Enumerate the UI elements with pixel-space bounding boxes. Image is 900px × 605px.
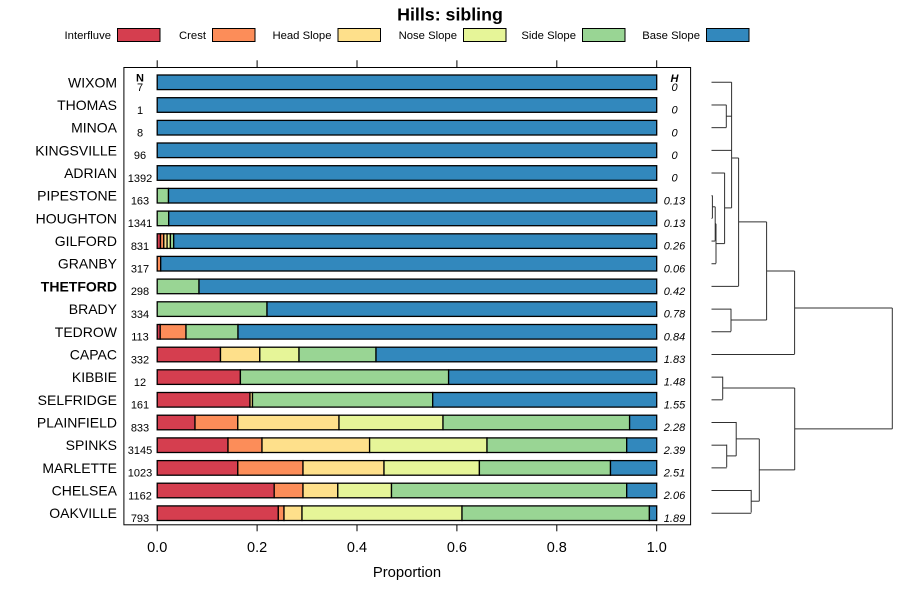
- svg-text:3145: 3145: [128, 445, 152, 457]
- svg-text:Side Slope: Side Slope: [521, 30, 576, 42]
- svg-text:7: 7: [137, 82, 143, 94]
- svg-text:OAKVILLE: OAKVILLE: [49, 505, 117, 521]
- svg-text:MINOA: MINOA: [71, 120, 118, 136]
- svg-text:SPINKS: SPINKS: [66, 437, 117, 453]
- svg-text:HOUGHTON: HOUGHTON: [36, 210, 117, 226]
- svg-text:0.06: 0.06: [664, 263, 686, 275]
- svg-text:GRANBY: GRANBY: [58, 256, 118, 272]
- svg-text:CHELSEA: CHELSEA: [52, 483, 118, 499]
- svg-text:1023: 1023: [128, 468, 152, 480]
- svg-text:Nose Slope: Nose Slope: [399, 30, 457, 42]
- svg-text:SELFRIDGE: SELFRIDGE: [38, 392, 117, 408]
- svg-text:0.4: 0.4: [347, 540, 367, 556]
- svg-text:1162: 1162: [128, 490, 152, 502]
- svg-text:KIBBIE: KIBBIE: [72, 369, 117, 385]
- svg-text:1.0: 1.0: [647, 540, 667, 556]
- svg-text:0.13: 0.13: [664, 218, 686, 230]
- svg-text:317: 317: [131, 264, 149, 276]
- svg-text:GILFORD: GILFORD: [55, 233, 117, 249]
- svg-text:1.55: 1.55: [664, 399, 686, 411]
- svg-text:TEDROW: TEDROW: [55, 324, 118, 340]
- svg-text:0.2: 0.2: [247, 540, 267, 556]
- svg-text:96: 96: [134, 150, 146, 162]
- svg-text:0.26: 0.26: [664, 241, 686, 253]
- svg-text:Proportion: Proportion: [373, 565, 441, 581]
- svg-text:0: 0: [671, 127, 678, 139]
- svg-text:1.83: 1.83: [664, 354, 686, 366]
- svg-text:2.28: 2.28: [663, 422, 686, 434]
- svg-text:2.39: 2.39: [663, 445, 685, 457]
- svg-text:MARLETTE: MARLETTE: [42, 460, 117, 476]
- svg-text:0.0: 0.0: [147, 540, 167, 556]
- svg-text:833: 833: [131, 422, 149, 434]
- svg-text:2.51: 2.51: [663, 468, 685, 480]
- svg-text:1341: 1341: [128, 218, 152, 230]
- svg-text:0.84: 0.84: [664, 331, 685, 343]
- svg-text:1: 1: [137, 105, 143, 117]
- svg-text:Crest: Crest: [179, 30, 207, 42]
- svg-text:Base Slope: Base Slope: [642, 30, 700, 42]
- svg-text:PLAINFIELD: PLAINFIELD: [37, 415, 117, 431]
- svg-text:WIXOM: WIXOM: [68, 74, 117, 90]
- svg-text:2.06: 2.06: [663, 490, 686, 502]
- svg-text:Interfluve: Interfluve: [65, 30, 111, 42]
- svg-text:THOMAS: THOMAS: [57, 97, 117, 113]
- svg-text:831: 831: [131, 241, 149, 253]
- svg-text:0.42: 0.42: [664, 286, 685, 298]
- svg-text:163: 163: [131, 196, 149, 208]
- svg-text:793: 793: [131, 513, 149, 525]
- svg-text:0.8: 0.8: [547, 540, 567, 556]
- svg-text:0.78: 0.78: [664, 309, 686, 321]
- svg-text:161: 161: [131, 400, 149, 412]
- svg-text:Hills: sibling: Hills: sibling: [397, 5, 503, 25]
- svg-text:334: 334: [131, 309, 149, 321]
- svg-text:ADRIAN: ADRIAN: [64, 165, 117, 181]
- svg-text:CAPAC: CAPAC: [70, 347, 117, 363]
- svg-text:0.6: 0.6: [447, 540, 467, 556]
- svg-text:113: 113: [131, 332, 149, 344]
- svg-text:KINGSVILLE: KINGSVILLE: [35, 142, 117, 158]
- svg-text:8: 8: [137, 128, 143, 140]
- svg-text:1.89: 1.89: [664, 513, 685, 525]
- svg-text:332: 332: [131, 354, 149, 366]
- svg-text:0: 0: [671, 82, 678, 94]
- svg-text:0.13: 0.13: [664, 195, 686, 207]
- svg-text:12: 12: [134, 377, 146, 389]
- svg-text:PIPESTONE: PIPESTONE: [37, 188, 117, 204]
- svg-text:Head Slope: Head Slope: [272, 30, 331, 42]
- svg-text:H: H: [671, 73, 680, 85]
- svg-text:N: N: [136, 73, 144, 85]
- svg-text:0: 0: [671, 150, 678, 162]
- svg-text:1392: 1392: [128, 173, 152, 185]
- svg-text:298: 298: [131, 286, 149, 298]
- svg-text:THETFORD: THETFORD: [41, 278, 117, 294]
- svg-text:1.48: 1.48: [664, 377, 686, 389]
- svg-text:BRADY: BRADY: [69, 301, 118, 317]
- svg-text:0: 0: [671, 105, 678, 117]
- svg-text:0: 0: [671, 173, 678, 185]
